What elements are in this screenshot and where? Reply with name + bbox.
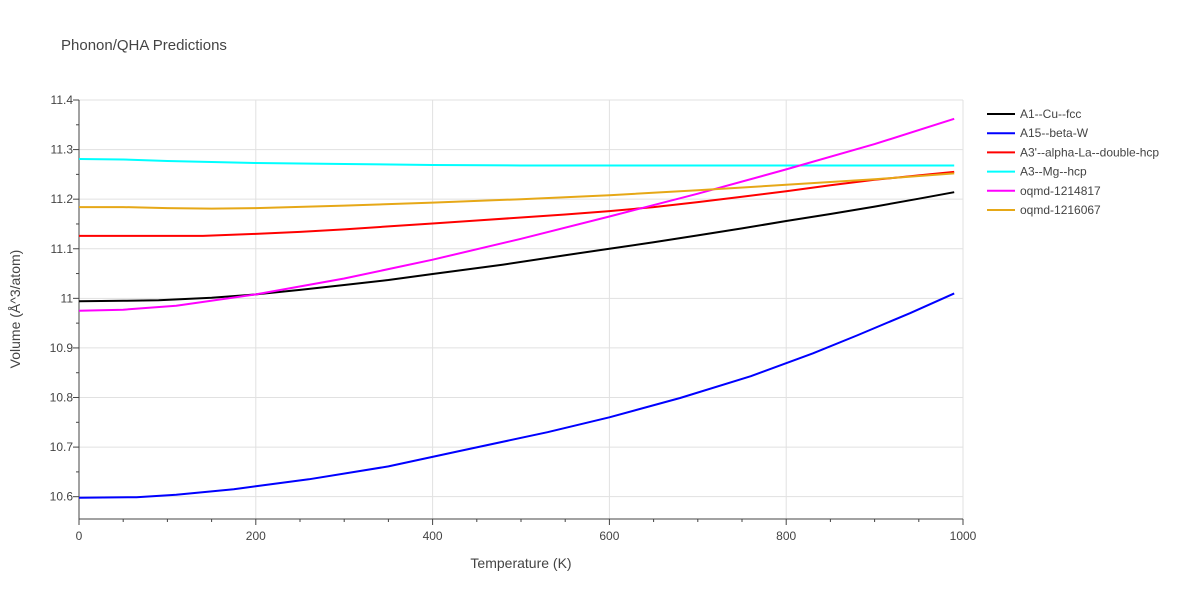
legend-item[interactable]: A3'--alpha-La--double-hcp	[987, 145, 1159, 159]
legend-item[interactable]: A3--Mg--hcp	[987, 165, 1087, 179]
legend-label: A15--beta-W	[1020, 126, 1089, 140]
legend-label: A1--Cu--fcc	[1020, 107, 1081, 121]
x-tick-label: 800	[776, 529, 796, 543]
series-line-1[interactable]	[78, 292, 955, 499]
y-tick-label: 10.7	[50, 440, 74, 454]
x-tick-label: 600	[599, 529, 619, 543]
series-line-4[interactable]	[78, 117, 955, 312]
y-tick-label: 11.3	[51, 143, 74, 157]
legend-item[interactable]: A15--beta-W	[987, 126, 1089, 140]
series-line-2[interactable]	[79, 170, 955, 237]
series-line-0[interactable]	[78, 191, 955, 303]
legend-item[interactable]: oqmd-1214817	[987, 184, 1101, 198]
chart-title: Phonon/QHA Predictions	[61, 37, 227, 54]
series-line-5[interactable]	[79, 172, 955, 210]
legend-item[interactable]: oqmd-1216067	[987, 203, 1101, 217]
axes: 0 200 400 600 800 1000 10.6 10.7 10.8 10.9 11 11.1 1…	[50, 93, 977, 543]
grid	[79, 99, 964, 519]
x-tick-label: 1000	[950, 529, 977, 543]
y-tick-label: 11.2	[51, 192, 74, 206]
y-tick-label: 10.6	[50, 490, 74, 504]
y-tick-label: 10.8	[50, 391, 74, 405]
x-axis-title: Temperature (K)	[470, 555, 571, 571]
y-axis-title: Volume (Å^3/atom)	[7, 250, 23, 369]
y-tick-label: 10.9	[50, 341, 74, 355]
legend[interactable]: A1--Cu--fcc A15--beta-W A3'--alpha-La--dou…	[987, 107, 1159, 217]
x-tick-label: 0	[76, 529, 83, 543]
x-tick-label: 400	[423, 529, 443, 543]
legend-item[interactable]: A1--Cu--fcc	[987, 107, 1081, 121]
series-lines	[78, 117, 955, 499]
series-line-3[interactable]	[78, 158, 955, 167]
y-tick-label: 11.1	[51, 242, 74, 256]
y-tick-label: 11.4	[51, 93, 74, 107]
legend-label: oqmd-1214817	[1020, 184, 1101, 198]
x-tick-label: 200	[246, 529, 266, 543]
legend-label: A3--Mg--hcp	[1020, 165, 1087, 179]
legend-label: A3'--alpha-La--double-hcp	[1020, 145, 1159, 159]
y-tick-label: 11	[61, 291, 74, 305]
legend-label: oqmd-1216067	[1020, 203, 1101, 217]
